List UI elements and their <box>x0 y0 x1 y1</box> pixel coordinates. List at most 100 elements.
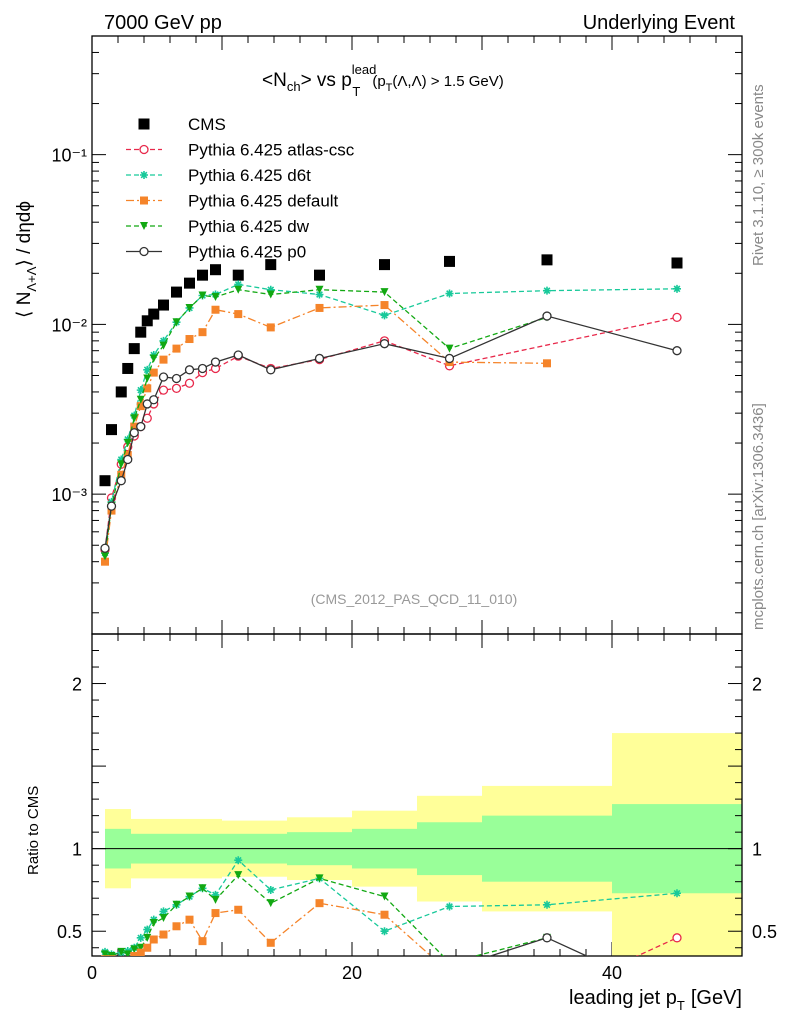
data-point-cms <box>141 315 153 327</box>
data-point-d6t <box>266 885 275 894</box>
data-point-d6t <box>315 290 324 299</box>
x-tick-label: 40 <box>602 963 622 983</box>
data-point-cms <box>197 269 208 281</box>
top-plot-area: 10⁻³ 10⁻² 10⁻¹ <box>51 35 743 956</box>
plot-title: <Nch> vs plead T(pT(Λ,Λ) > 1.5 GeV) <box>262 62 504 99</box>
header-left: 7000 GeV pp <box>104 12 222 34</box>
data-point-d6t <box>234 856 243 865</box>
data-point-cms <box>444 255 455 267</box>
data-point-dw <box>159 914 168 923</box>
series-line-default <box>104 304 548 562</box>
y-tick-label: 0.5 <box>57 922 82 942</box>
data-point-d6t <box>445 289 454 298</box>
header-right: Underlying Event <box>583 12 736 34</box>
rivet-version-text: Rivet 3.1.10, ≥ 300k events <box>750 84 767 266</box>
data-point-dw <box>234 285 243 294</box>
data-point-dw <box>136 395 145 404</box>
bottom-frame <box>91 633 743 957</box>
data-point-d6t <box>266 285 275 294</box>
data-point-p0 <box>266 365 276 375</box>
data-point-dw <box>123 950 132 956</box>
y-tick-label-right: 1 <box>752 840 762 860</box>
data-point-dw <box>143 374 152 383</box>
data-point-dw <box>185 892 194 901</box>
data-point-p0 <box>446 965 454 973</box>
series-line-atlas <box>104 316 678 550</box>
data-point-default <box>198 328 207 337</box>
data-point-default <box>315 303 324 312</box>
series-default <box>101 301 551 566</box>
data-point-p0 <box>100 543 110 553</box>
data-point-p0 <box>233 350 243 360</box>
data-point-dw <box>380 892 389 901</box>
data-point-dw <box>130 945 139 954</box>
data-point-dw <box>136 943 145 952</box>
legend-label-d6t: Pythia 6.425 d6t <box>188 166 311 185</box>
y-tick-label-right: 0.5 <box>752 922 777 942</box>
x-tick-label: 0 <box>87 963 97 983</box>
series-d6t <box>101 280 681 558</box>
data-point-p0 <box>129 428 139 438</box>
series-line-default <box>133 902 432 956</box>
data-point-d6t <box>136 386 145 395</box>
data-point-cms <box>541 254 553 266</box>
data-point-d6t <box>117 455 126 464</box>
series-dw <box>101 871 551 956</box>
series-line-p0 <box>104 315 678 549</box>
data-point-d6t <box>543 900 551 909</box>
data-point-cms <box>671 257 683 269</box>
ratio-plot-area: 0 20 40 0.5 0.5 1 1 2 2 <box>57 633 777 983</box>
data-point-default <box>211 909 220 918</box>
data-point-dw <box>101 950 109 956</box>
data-point-dw <box>266 290 275 299</box>
data-point-p0 <box>542 933 552 943</box>
data-point-p0 <box>123 454 133 465</box>
data-point-default <box>130 422 139 431</box>
data-point-dw <box>101 552 109 561</box>
data-point-cms <box>135 326 147 338</box>
data-point-dw <box>149 918 158 927</box>
data-point-atlas <box>171 383 182 393</box>
data-point-dw <box>107 952 116 956</box>
data-point-dw <box>159 341 168 350</box>
data-point-d6t <box>445 902 454 911</box>
data-point-default <box>124 959 132 967</box>
series-p0 <box>100 311 682 553</box>
data-point-default <box>130 952 139 956</box>
y-tick-label: 10⁻³ <box>51 485 87 505</box>
data-point-cms <box>184 277 195 289</box>
data-point-default <box>211 305 220 314</box>
data-point-default <box>101 557 109 566</box>
legend-marker-d6t <box>140 171 148 179</box>
series-atlas <box>635 933 682 956</box>
data-point-dw <box>117 947 126 956</box>
data-point-cms <box>106 424 117 436</box>
data-point-default <box>172 922 181 931</box>
data-point-default <box>380 910 389 919</box>
data-point-cms <box>232 269 244 281</box>
data-point-dw <box>198 291 207 300</box>
data-point-d6t <box>136 933 145 942</box>
legend-marker-default <box>140 196 148 205</box>
data-point-default <box>172 344 181 353</box>
data-point-default <box>266 323 275 332</box>
y-tick-label: 10⁻¹ <box>51 146 87 166</box>
legend-label-atlas: Pythia 6.425 atlas-csc <box>188 141 355 160</box>
legend-label-dw: Pythia 6.425 dw <box>188 217 310 236</box>
x-tick-label: 20 <box>342 963 362 983</box>
data-point-atlas <box>672 312 682 323</box>
data-point-dw <box>130 414 139 423</box>
data-point-p0 <box>542 311 552 321</box>
data-point-default <box>117 470 126 479</box>
data-point-default <box>380 301 389 310</box>
data-point-d6t <box>380 311 389 320</box>
legend-marker-dw <box>140 222 148 230</box>
data-point-p0 <box>197 363 208 374</box>
data-point-dw <box>266 899 275 908</box>
data-point-cms <box>379 259 390 271</box>
data-point-default <box>149 935 158 944</box>
data-point-d6t <box>673 284 681 293</box>
data-point-dw <box>380 288 389 297</box>
data-point-default <box>149 368 158 377</box>
